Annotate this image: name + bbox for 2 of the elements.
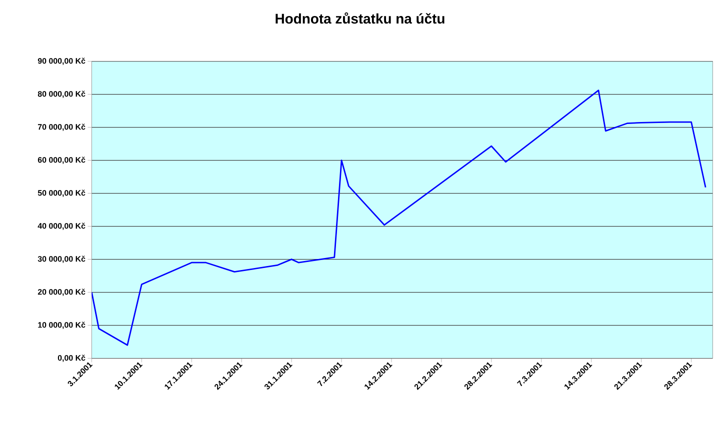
chart-title: Hodnota zůstatku na účtu — [276, 12, 444, 24]
line-series — [92, 90, 706, 346]
